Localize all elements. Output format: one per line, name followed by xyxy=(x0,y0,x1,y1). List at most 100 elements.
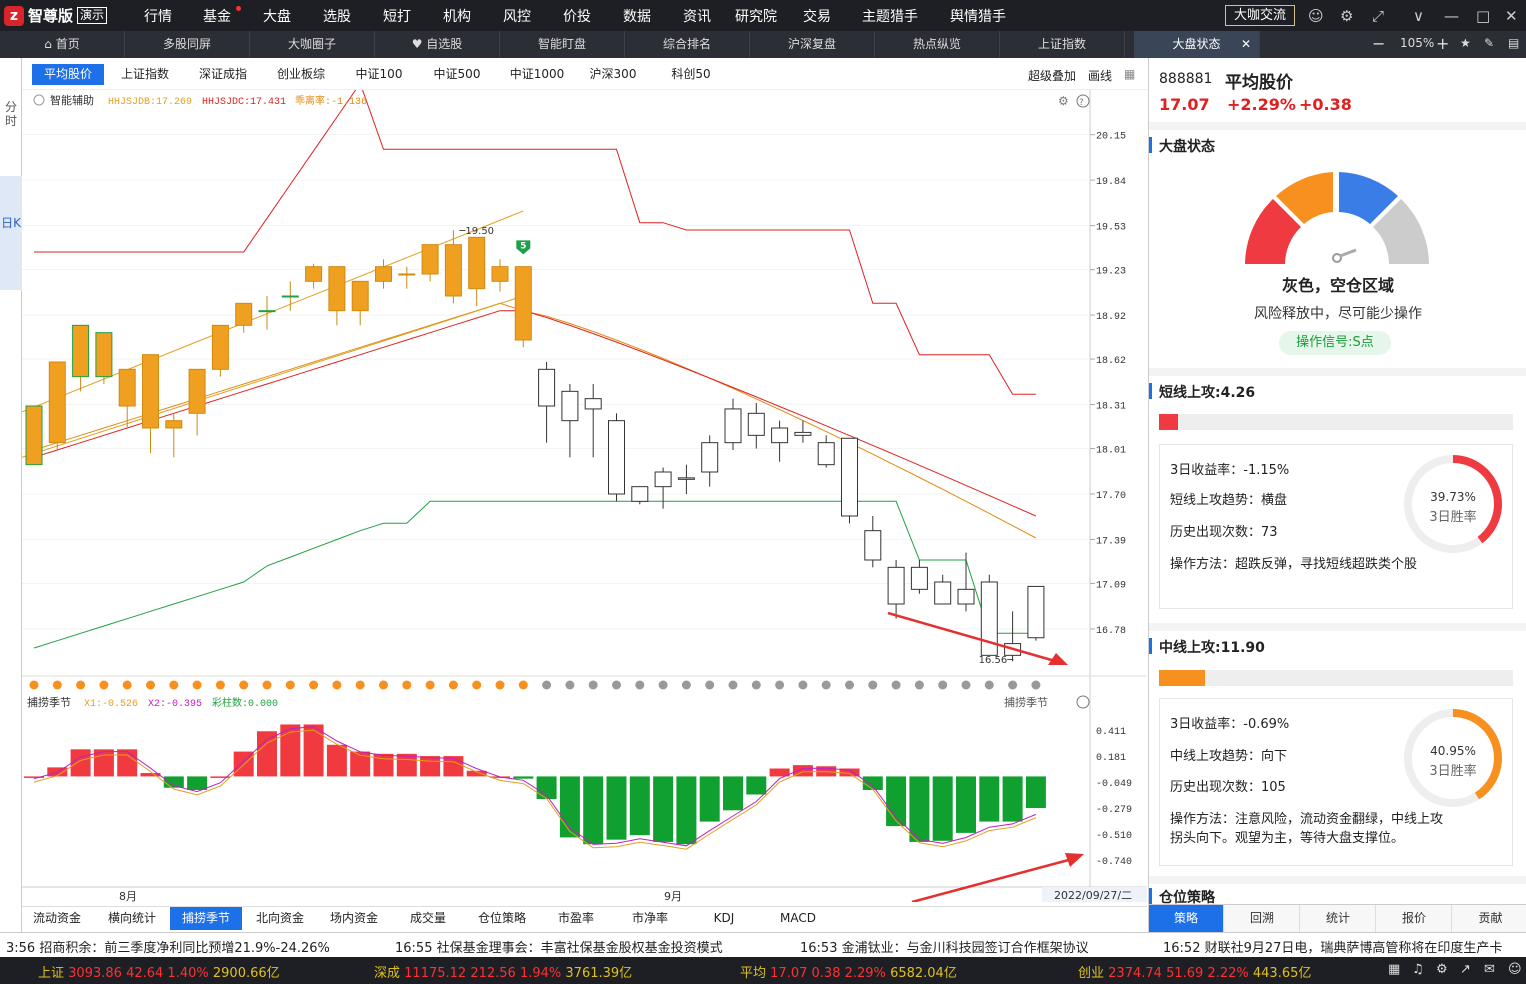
candle[interactable] xyxy=(584,384,602,458)
candle[interactable] xyxy=(165,413,183,458)
indicator-tab-position[interactable]: 仓位策略 xyxy=(477,911,526,925)
minimize-icon[interactable]: — xyxy=(1444,7,1459,25)
app-logo[interactable]: z 智尊版 演示 xyxy=(4,5,108,26)
tab-multi-stock[interactable]: 多股同屏 xyxy=(125,31,250,58)
candle[interactable] xyxy=(188,368,206,436)
pen-icon[interactable]: ✎ xyxy=(1484,36,1495,50)
news-item[interactable]: 16:52 财联社9月27日电，瑞典萨博高管称将在印度生产卡 xyxy=(1163,941,1503,956)
user-icon[interactable]: ☺ xyxy=(1308,7,1324,25)
period-minute[interactable]: 分时 xyxy=(4,100,17,128)
candle[interactable] xyxy=(305,263,323,289)
settings-icon[interactable]: ⚙ xyxy=(1058,94,1069,108)
tab-hotspot[interactable]: 热点纵览 xyxy=(875,31,1000,58)
candle[interactable] xyxy=(910,560,928,594)
bell-icon[interactable]: ♫ xyxy=(1412,962,1424,977)
menu-zixun[interactable]: 资讯 xyxy=(683,9,711,25)
indicator-tab-onfloor[interactable]: 场内资金 xyxy=(329,911,378,925)
candle[interactable] xyxy=(887,560,905,619)
index-tab-hs300[interactable]: 沪深300 xyxy=(589,67,637,81)
plus-icon[interactable]: + xyxy=(1436,34,1450,53)
index-tab-sz[interactable]: 深证成指 xyxy=(198,67,247,81)
help-icon[interactable] xyxy=(1076,94,1090,108)
candle[interactable] xyxy=(258,296,276,330)
candle[interactable] xyxy=(281,281,299,311)
candle[interactable] xyxy=(351,280,369,326)
candle[interactable] xyxy=(561,384,579,458)
candle[interactable] xyxy=(491,259,509,292)
candle[interactable] xyxy=(654,467,672,509)
indicator-tab-pe[interactable]: 市盈率 xyxy=(557,911,594,925)
grid-icon[interactable]: ▦ xyxy=(1124,67,1136,81)
index-tab-sh[interactable]: 上证指数 xyxy=(120,67,169,81)
daka-exchange-button[interactable]: 大咖交流 xyxy=(1225,5,1295,26)
index-tab-cyb[interactable]: 创业板综 xyxy=(276,67,325,81)
tab-daka-circle[interactable]: 大咖圈子 xyxy=(250,31,375,58)
indicator-tab-volume[interactable]: 成交量 xyxy=(409,911,446,925)
menu-xuangu[interactable]: 选股 xyxy=(323,9,351,25)
trend-icon[interactable]: ↗ xyxy=(1460,962,1471,977)
menu-shuju[interactable]: 数据 xyxy=(623,9,651,25)
candle[interactable] xyxy=(538,362,556,443)
right-tab-backtrack[interactable]: 回溯 xyxy=(1225,905,1300,932)
candle[interactable] xyxy=(468,236,486,307)
menu-zhuti-lieshou[interactable]: 主题猎手 xyxy=(862,9,918,25)
candle[interactable] xyxy=(747,403,765,449)
candle[interactable] xyxy=(771,420,789,462)
indicator-tab-bulao[interactable]: 捕捞季节 xyxy=(170,907,242,930)
candle[interactable] xyxy=(118,368,136,428)
news-item[interactable]: 3:56 招商积余：前三季度净利同比预增21.9%-24.26% xyxy=(6,941,330,956)
indicator-tab-northbound[interactable]: 北向资金 xyxy=(255,911,304,925)
tab-ranking[interactable]: 综合排名 xyxy=(625,31,750,58)
menu-hangqing[interactable]: 行情 xyxy=(144,9,172,25)
right-tab-contribution[interactable]: 贡献 xyxy=(1478,911,1503,925)
menu-dapan[interactable]: 大盘 xyxy=(263,9,291,25)
news-item[interactable]: 16:53 金浦钛业：与金川科技园签订合作框架协议 xyxy=(800,941,1089,956)
chevron-down-icon[interactable]: ∨ xyxy=(1413,7,1424,25)
status-cyb[interactable]: 创业 2374.74 51.69 2.22% 443.65亿 xyxy=(1078,962,1311,981)
super-overlay-button[interactable]: 超级叠加 xyxy=(1028,69,1077,83)
calendar-icon[interactable]: ▦ xyxy=(1388,962,1401,977)
candle[interactable] xyxy=(48,361,66,450)
candle[interactable] xyxy=(398,266,416,289)
tab-market-status[interactable]: 大盘状态 ✕ xyxy=(1134,31,1260,58)
menu-fengkong[interactable]: 风控 xyxy=(503,9,531,25)
candle[interactable] xyxy=(608,413,625,502)
close-icon[interactable]: ✕ xyxy=(1505,7,1518,25)
candle[interactable] xyxy=(421,244,439,282)
menu-jigou[interactable]: 机构 xyxy=(443,9,471,25)
candle[interactable] xyxy=(631,486,649,505)
candle[interactable] xyxy=(841,437,858,524)
expand-icon[interactable]: ▤ xyxy=(1508,36,1520,50)
candle[interactable] xyxy=(328,266,346,326)
candle[interactable] xyxy=(95,332,113,384)
candle[interactable] xyxy=(211,324,229,377)
right-tab-strategy[interactable]: 策略 xyxy=(1149,905,1224,932)
assist-toggle-icon[interactable] xyxy=(33,94,45,106)
candle[interactable] xyxy=(72,324,90,392)
indicator-tab-liquidity[interactable]: 流动资金 xyxy=(32,911,81,925)
candle[interactable] xyxy=(864,516,882,568)
candle[interactable] xyxy=(980,574,998,656)
tab-review[interactable]: 沪深复盘 xyxy=(750,31,875,58)
candle[interactable] xyxy=(677,464,695,494)
indicator-tab-pb[interactable]: 市净率 xyxy=(631,911,668,925)
settings-icon[interactable]: ⚙ xyxy=(1436,962,1448,977)
menu-duanda[interactable]: 短打 xyxy=(383,9,411,25)
candle[interactable] xyxy=(375,259,392,289)
menu-jiatou[interactable]: 价投 xyxy=(563,9,591,25)
sub-help-icon[interactable] xyxy=(1076,695,1090,709)
menu-yuqing-lieshou[interactable]: 舆情猎手 xyxy=(950,9,1006,25)
index-tab-zz500[interactable]: 中证500 xyxy=(433,67,481,81)
star-icon[interactable]: ★ xyxy=(1460,36,1471,50)
candle[interactable] xyxy=(235,302,253,333)
news-item[interactable]: 16:55 社保基金理事会：丰富社保基金股权基金投资模式 xyxy=(395,941,723,956)
candle[interactable] xyxy=(701,435,719,487)
indicator-tab-macd[interactable]: MACD xyxy=(780,911,816,925)
candle[interactable] xyxy=(514,266,532,348)
indicator-tab-horizontal[interactable]: 横向统计 xyxy=(107,911,156,925)
status-sh[interactable]: 上证 3093.86 42.64 1.40% 2900.66亿 xyxy=(38,962,280,981)
tab-sh-index[interactable]: 上证指数 xyxy=(1000,31,1125,58)
right-tab-quote[interactable]: 报价 xyxy=(1377,905,1452,932)
candle[interactable] xyxy=(817,435,835,468)
candle[interactable] xyxy=(25,405,43,466)
